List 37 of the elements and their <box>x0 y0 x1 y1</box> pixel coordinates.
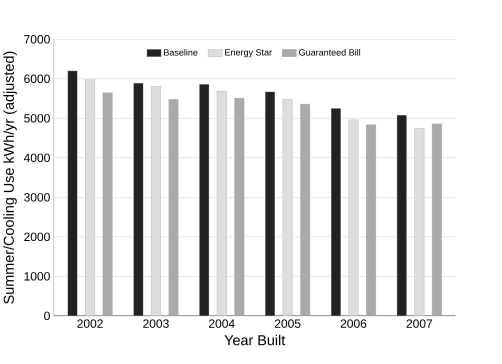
bar <box>300 104 310 316</box>
bar <box>348 120 358 316</box>
bar <box>282 99 293 316</box>
bar <box>330 108 341 316</box>
bar <box>150 86 161 316</box>
y-tick-label: 4000 <box>24 153 50 162</box>
bar <box>366 124 376 316</box>
legend-label: Baseline <box>164 48 198 56</box>
bar <box>216 90 227 316</box>
bar <box>168 99 178 316</box>
y-tick-label: 2000 <box>24 232 50 241</box>
bar <box>396 114 407 316</box>
legend-label: Guaranteed Bill <box>299 48 360 56</box>
x-tick-label: 2005 <box>274 319 300 328</box>
y-tick-label: 6000 <box>24 74 50 83</box>
bar <box>199 84 210 316</box>
x-tick-label: 2004 <box>209 319 235 328</box>
bar <box>414 128 424 316</box>
x-tick-label: 2006 <box>340 319 366 328</box>
y-tick-label: 1000 <box>24 272 50 280</box>
bar <box>234 98 244 316</box>
bar <box>265 92 276 316</box>
y-tick-label: 7000 <box>24 34 50 44</box>
bar <box>68 70 78 316</box>
legend-label: Energy Star <box>225 49 272 58</box>
bar <box>102 92 113 316</box>
y-tick-label: 3000 <box>24 192 50 202</box>
bar <box>432 124 442 316</box>
y-tick-label: 0 <box>44 311 50 320</box>
y-tick-label: 5000 <box>24 114 50 122</box>
x-tick-label: 2003 <box>143 319 169 328</box>
x-axis-title: Year Built <box>224 334 286 346</box>
bar <box>133 82 144 316</box>
bar <box>85 79 96 316</box>
y-axis-title: Summer/Cooling Use kWh/yr (adjusted) <box>3 52 17 304</box>
x-tick-label: 2007 <box>406 319 432 328</box>
x-tick-label: 2002 <box>77 319 103 328</box>
